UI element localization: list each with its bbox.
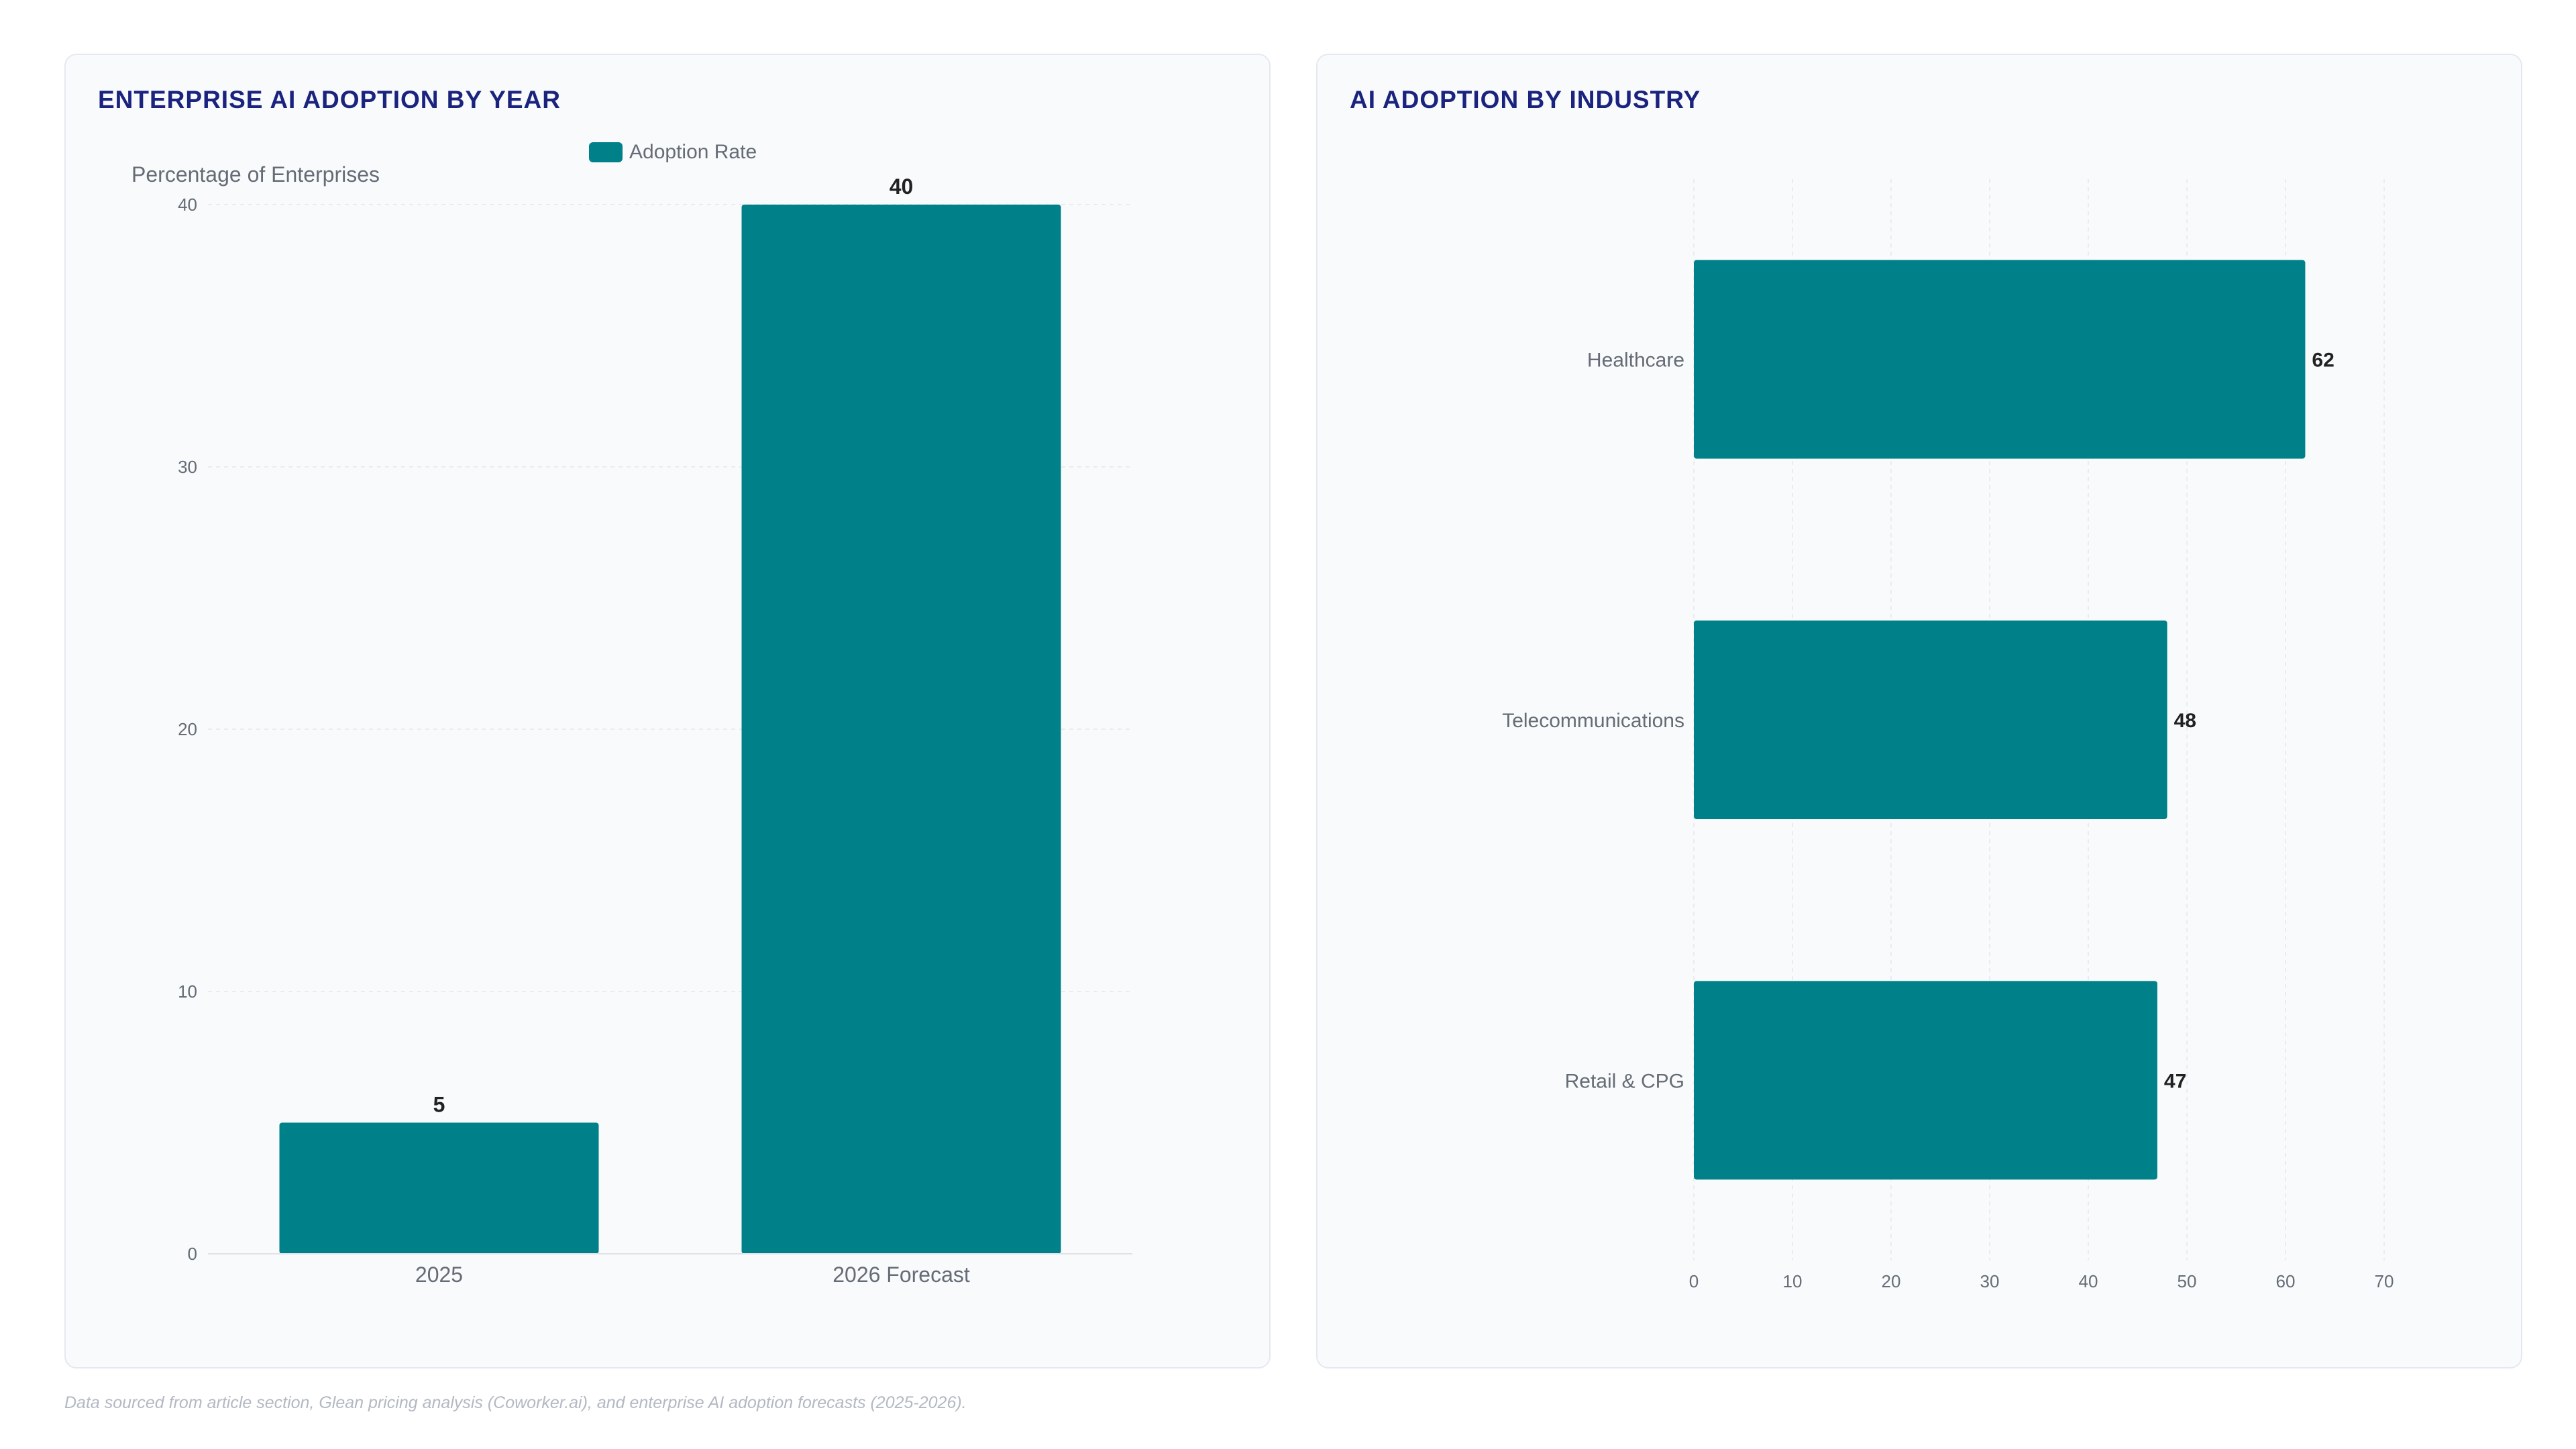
x-tick-label: 40 — [2079, 1271, 2098, 1291]
y-axis-label-container: Percentage of Enterprises — [98, 156, 433, 196]
y-tick-label: Telecommunications — [1502, 710, 1684, 732]
bar-value-label: 48 — [2174, 710, 2196, 732]
y-tick-label: 10 — [178, 981, 197, 1002]
bar — [741, 205, 1061, 1254]
y-tick-label: Retail & CPG — [1565, 1070, 1684, 1092]
x-tick-label: 30 — [1980, 1271, 2000, 1291]
x-tick-label: 0 — [1689, 1271, 1699, 1291]
bar-value-label: 47 — [2164, 1070, 2186, 1092]
y-tick-label: 20 — [178, 719, 197, 739]
year-bar-chart: 0 10 20 30 40 5 2025 40 2026 Forecast — [178, 174, 1132, 1287]
year-chart-title: ENTERPRISE AI ADOPTION BY YEAR — [98, 86, 561, 113]
y-tick-label: 30 — [178, 457, 197, 477]
bar — [1694, 260, 2306, 459]
y-tick-label: 0 — [188, 1244, 197, 1264]
x-tick-label: 20 — [1882, 1271, 1901, 1291]
bar — [1694, 621, 2167, 819]
year-chart-panel: ENTERPRISE AI ADOPTION BY YEAR Adoption … — [64, 54, 1271, 1368]
year-chart-legend: Adoption Rate — [589, 141, 757, 164]
legend-swatch — [589, 142, 623, 162]
industry-chart-panel: AI ADOPTION BY INDUSTRY 0 10 20 30 40 50 60 70 6… — [1316, 54, 2522, 1368]
x-tick-label: 2025 — [415, 1263, 463, 1287]
industry-bar-chart: 0 10 20 30 40 50 60 70 62 Healthcare 48 Telecommuni… — [1502, 179, 2394, 1291]
x-tick-label: 50 — [2178, 1271, 2197, 1291]
bar — [279, 1122, 599, 1254]
y-tick-label: 40 — [178, 195, 197, 215]
legend-label: Adoption Rate — [629, 141, 757, 163]
bar — [1694, 981, 2157, 1180]
x-tick-label: 10 — [1783, 1271, 1803, 1291]
y-tick-label: Healthcare — [1587, 350, 1684, 372]
industry-chart-title: AI ADOPTION BY INDUSTRY — [1350, 86, 1701, 113]
bar-value-label: 40 — [890, 174, 914, 199]
source-footnote: Data sourced from article section, Glean… — [64, 1393, 967, 1412]
bar-value-label: 62 — [2312, 350, 2334, 372]
x-tick-label: 70 — [2375, 1271, 2394, 1291]
x-tick-label: 60 — [2276, 1271, 2296, 1291]
bar-value-label: 5 — [433, 1093, 445, 1117]
x-tick-label: 2026 Forecast — [833, 1263, 970, 1287]
y-axis-label: Percentage of Enterprises — [131, 162, 380, 186]
